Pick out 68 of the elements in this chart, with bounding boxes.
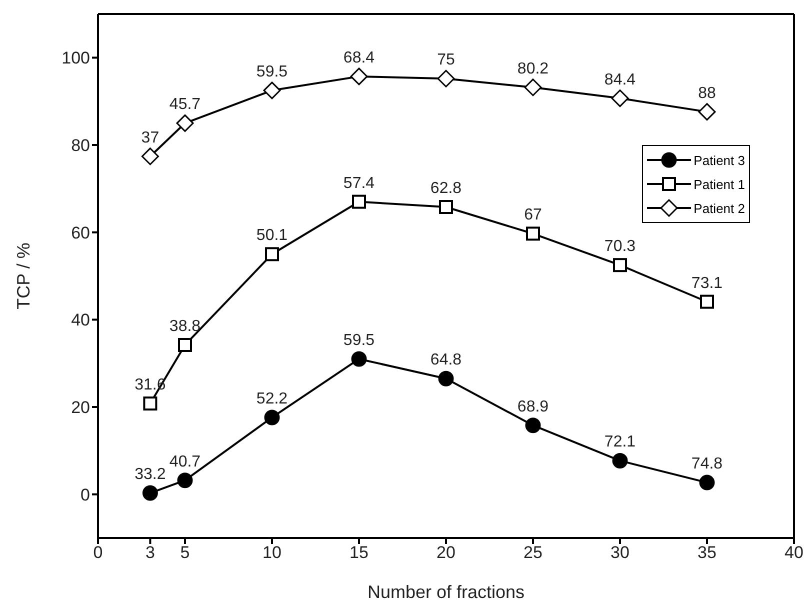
point <box>524 78 542 96</box>
annotation: 84.4 <box>604 71 636 88</box>
annotation: 73.1 <box>691 274 723 292</box>
annotation: 75 <box>437 52 455 69</box>
y-tick-label: 40 <box>71 310 90 330</box>
legend-label: Patient 2 <box>694 200 745 216</box>
annotation: 59.5 <box>256 63 288 80</box>
point <box>700 294 714 309</box>
point <box>350 68 368 86</box>
annotation: 40.7 <box>169 453 201 470</box>
point <box>352 194 366 209</box>
annotation: 68.9 <box>517 398 549 416</box>
x-tick-label: 40 <box>784 543 804 562</box>
annotation: 50.1 <box>256 227 288 244</box>
x-tick-label: 35 <box>698 543 716 562</box>
annotation: 52.2 <box>256 390 288 408</box>
point <box>263 82 281 100</box>
x-tick-label: 5 <box>180 543 190 562</box>
point <box>526 226 540 241</box>
y-tick-label: 0 <box>80 485 90 504</box>
point <box>613 258 627 272</box>
legend-label: Patient 3 <box>694 152 745 168</box>
point <box>264 410 280 426</box>
annotation: 37 <box>141 129 160 146</box>
point <box>698 103 716 121</box>
legend-label: Patient 1 <box>694 176 745 192</box>
annotation: 45.7 <box>169 96 201 114</box>
annotation: 59.5 <box>343 332 375 349</box>
point <box>351 351 367 367</box>
point <box>142 485 158 501</box>
annotation: 80.2 <box>517 60 549 78</box>
point <box>177 472 193 488</box>
point <box>176 114 194 132</box>
annotation: 68.4 <box>343 49 375 66</box>
point <box>439 200 453 214</box>
annotation: 88 <box>698 84 716 102</box>
point <box>525 418 541 434</box>
annotation: 33.2 <box>134 466 166 484</box>
annotation: 67 <box>524 206 542 224</box>
x-tick-label: 30 <box>610 543 630 562</box>
y-axis-title: TCP / % <box>13 242 34 310</box>
point <box>143 396 158 411</box>
x-tick-label: 20 <box>436 543 456 562</box>
point <box>438 370 454 386</box>
y-tick-label: 60 <box>71 223 90 242</box>
annotation: 38.8 <box>169 318 201 335</box>
x-tick-label: 0 <box>93 543 103 562</box>
annotation: 72.1 <box>604 434 636 451</box>
point <box>141 148 159 166</box>
point <box>265 247 279 262</box>
x-axis-title: Number of fractions <box>367 582 525 602</box>
annotation: 74.8 <box>691 456 723 473</box>
point <box>611 90 629 108</box>
y-tick-label: 20 <box>71 398 90 418</box>
x-tick-label: 3 <box>145 543 155 562</box>
annotation: 70.3 <box>604 238 636 256</box>
annotation: 57.4 <box>343 174 375 192</box>
x-tick-label: 10 <box>262 543 282 562</box>
annotation: 64.8 <box>430 352 462 369</box>
point <box>612 452 628 468</box>
y-tick-label: 80 <box>71 136 90 156</box>
point <box>699 474 715 490</box>
annotation: 62.8 <box>430 180 462 198</box>
point <box>178 338 192 352</box>
y-tick-label: 100 <box>62 48 90 68</box>
x-tick-label: 25 <box>524 543 542 562</box>
point <box>437 70 455 88</box>
x-tick-label: 15 <box>350 543 368 562</box>
